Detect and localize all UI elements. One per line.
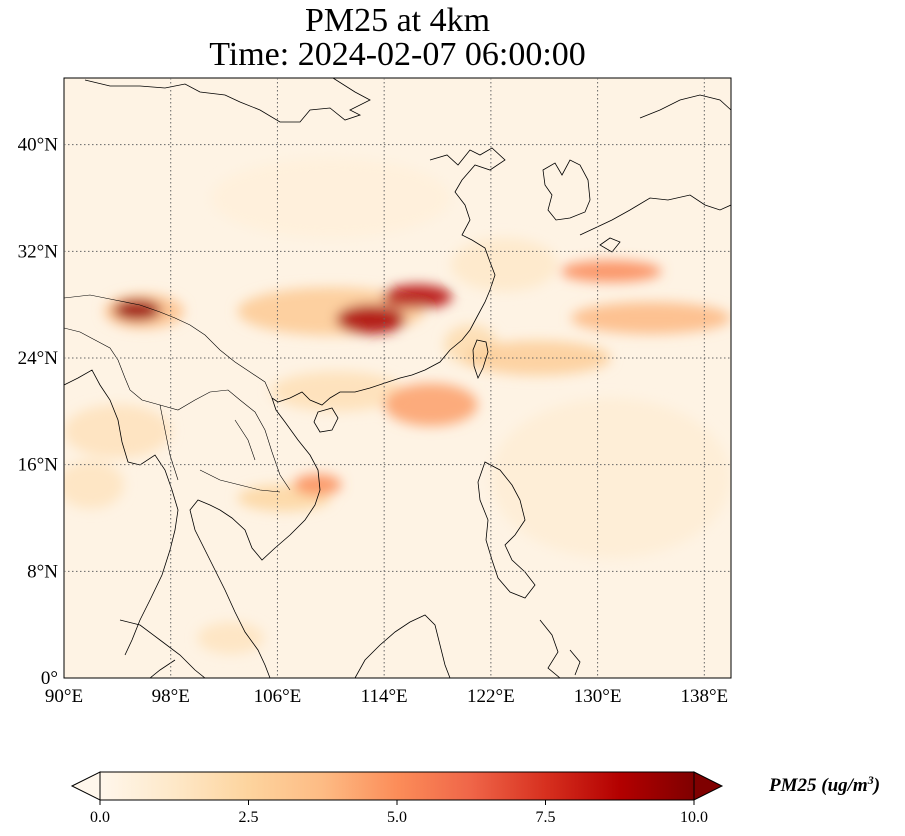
colorbar-label-close: ) [873, 775, 881, 796]
coastline-korea [542, 159, 591, 221]
coastline-sulawesi [539, 619, 581, 678]
title-line-variable: PM25 at 4km [304, 2, 491, 39]
lat-tick-label: 32°N [18, 241, 59, 262]
plume-malaysia [197, 622, 265, 654]
coastline-bay-of-bengal [64, 369, 179, 656]
lat-tick-label: 8°N [27, 561, 58, 582]
pm25-field [64, 158, 731, 654]
lon-tick-label: 130°E [574, 686, 622, 707]
lat-tick-label: 0° [41, 668, 58, 689]
colorbar-tick-label: 7.5 [536, 809, 556, 826]
colorbar-tick-label: 2.5 [239, 809, 259, 826]
colorbar-label: PM25 (ug/m3) [769, 773, 880, 797]
lat-tick-label: 40°N [18, 135, 59, 156]
colorbar-label-exponent: 3 [867, 773, 874, 787]
colorbar-tick-label: 5.0 [387, 809, 407, 826]
map-frame [63, 77, 732, 679]
plume-central-china [336, 304, 406, 335]
colorbar: 0.0 2.5 5.0 7.5 10.0 [70, 771, 724, 826]
colorbar-extend-high [693, 771, 724, 801]
colorbar-ticks: 0.0 2.5 5.0 7.5 10.0 [90, 800, 708, 826]
plume-yellow-sea [450, 237, 558, 292]
border-lines [64, 294, 291, 493]
coastline-taiwan [472, 339, 489, 380]
colorbar-extend-low [70, 771, 101, 801]
coastline-china [84, 78, 506, 406]
plume-bay-of-bengal [64, 460, 125, 509]
lon-tick-label: 98°E [152, 686, 190, 707]
coastlines [64, 78, 731, 678]
title-line-time: Time: 2024-02-07 06:00:00 [209, 36, 586, 73]
coastline-sumatra [119, 619, 206, 678]
plume-ocean-band [464, 340, 611, 376]
coastline-borneo [354, 614, 451, 678]
lon-tick-label: 114°E [361, 686, 408, 707]
map-title: PM25 at 4km Time: 2024-02-07 06:00:00 [64, 4, 731, 72]
lon-tick-label: 90°E [45, 686, 83, 707]
coastline-philippines [477, 461, 536, 599]
colorbar-tick-label: 10.0 [680, 809, 708, 826]
lat-tick-label: 16°N [18, 455, 59, 476]
plume-himalaya [113, 299, 162, 321]
lat-tick-labels: 0° 8°N 16°N 24°N 32°N 40°N [18, 135, 59, 689]
lon-tick-labels: 90°E 98°E 106°E 114°E 122°E 130°E 138°E [45, 686, 728, 707]
plume-south-pacific [490, 398, 731, 558]
lon-tick-label: 138°E [680, 686, 728, 707]
plume-north-china [210, 158, 451, 238]
colorbar-gradient [99, 771, 695, 801]
lon-tick-label: 122°E [467, 686, 515, 707]
gridlines [64, 78, 731, 678]
colorbar-label-main: PM25 (ug/m [769, 775, 868, 796]
plume-japan-south [560, 260, 662, 283]
coastline-indochina [189, 397, 321, 678]
plume-central-china-east [382, 284, 453, 309]
plume-hainan-ocean [270, 371, 405, 412]
coastline-japan [579, 94, 731, 253]
lat-tick-label: 24°N [18, 348, 59, 369]
plume-vietnam-coast [293, 474, 342, 496]
coastline-hainan [313, 407, 339, 433]
plume-pacific-band [570, 302, 731, 334]
plume-south-china-sea-plume [384, 383, 478, 426]
colorbar-tick-label: 0.0 [90, 809, 110, 826]
plume-myanmar [64, 404, 171, 459]
lon-tick-label: 106°E [254, 686, 302, 707]
